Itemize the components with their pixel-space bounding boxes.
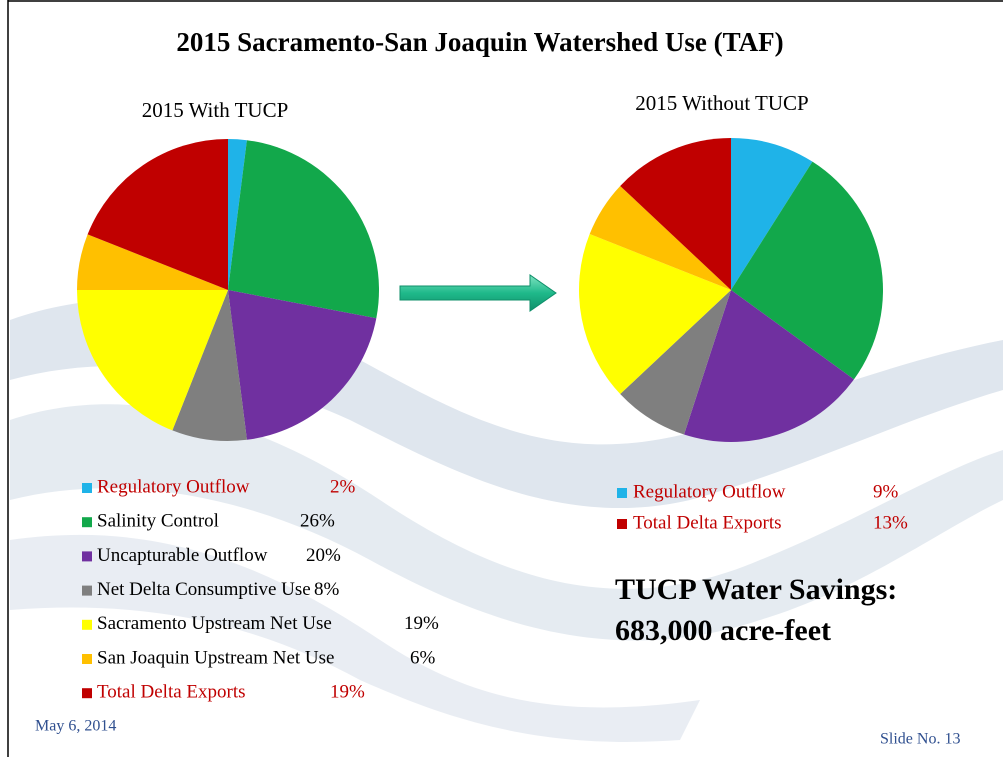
savings-text: TUCP Water Savings:	[615, 573, 897, 606]
chart-title: 2015 Without TUCP	[635, 91, 808, 115]
slide-title: 2015 Sacramento-San Joaquin Watershed Us…	[176, 27, 783, 57]
legend-label: Regulatory Outflow	[633, 481, 786, 502]
pie-slice	[77, 234, 228, 290]
pie-slice	[684, 290, 854, 442]
legend-swatch	[82, 654, 92, 664]
legend-value: 19%	[330, 682, 365, 703]
legend-value: 6%	[410, 647, 436, 668]
pie-slice	[172, 290, 247, 441]
legend-value: 20%	[306, 545, 341, 566]
slide-number: Slide No. 13	[880, 731, 960, 748]
legend-value: 26%	[300, 511, 335, 532]
pie-slice	[228, 290, 377, 440]
legend-label: San Joaquin Upstream Net Use	[97, 647, 334, 668]
legend-label: Uncapturable Outflow	[97, 545, 268, 566]
legend-swatch	[82, 688, 92, 699]
pie-slice	[228, 139, 247, 290]
pie-slice	[731, 138, 813, 290]
legend-label: Total Delta Exports	[633, 512, 782, 533]
arrow	[399, 274, 557, 312]
legend-label: Salinity Control	[97, 511, 219, 532]
chart-title: 2015 With TUCP	[142, 98, 289, 122]
legend-swatch	[82, 619, 92, 630]
legend-label: Net Delta Consumptive Use	[97, 579, 311, 600]
legend-value: 19%	[404, 613, 439, 634]
legend-label: Regulatory Outflow	[97, 476, 250, 497]
legend-value: 13%	[873, 512, 908, 533]
legend-swatch	[617, 488, 627, 498]
pie-slice	[731, 161, 883, 380]
legend-label: Total Delta Exports	[97, 682, 246, 703]
savings-text: 683,000 acre-feet	[615, 614, 831, 647]
legend-value: 9%	[873, 481, 899, 502]
date: May 6, 2014	[35, 718, 116, 735]
legend-swatch	[617, 519, 627, 529]
pie-slice	[579, 234, 731, 395]
pie-slice	[620, 290, 731, 435]
pie-slice	[228, 140, 379, 319]
legend-swatch	[82, 551, 92, 562]
legend-label: Sacramento Upstream Net Use	[97, 613, 332, 634]
pie-slice	[76, 290, 228, 431]
legend-value: 2%	[330, 476, 356, 497]
pie-slice	[589, 185, 731, 290]
legend-swatch	[82, 517, 92, 528]
legend-swatch	[82, 585, 92, 596]
legend-swatch	[82, 483, 92, 493]
legend-value: 8%	[314, 579, 340, 600]
pie-slice	[620, 138, 731, 290]
pie-slice	[87, 139, 228, 290]
